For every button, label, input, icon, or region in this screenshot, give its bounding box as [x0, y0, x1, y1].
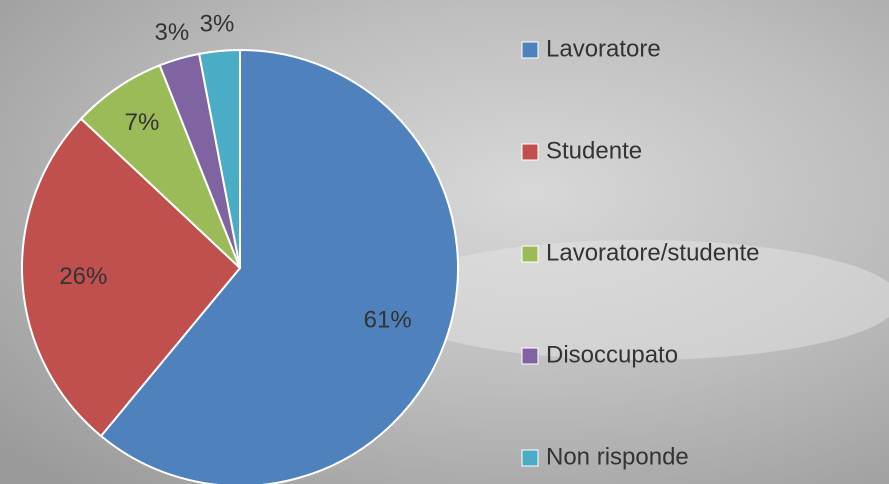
legend-swatch — [521, 449, 539, 467]
data-label: 7% — [125, 109, 160, 136]
legend-label: Non risponde — [546, 443, 689, 470]
legend-label: Lavoratore — [546, 35, 661, 62]
background-shape — [380, 240, 889, 360]
data-label: 61% — [364, 307, 412, 334]
legend-label: Disoccupato — [546, 341, 678, 368]
legend-swatch — [521, 143, 539, 161]
legend-label: Lavoratore/studente — [546, 239, 759, 266]
data-label: 26% — [59, 263, 107, 290]
pie-slice — [99, 48, 459, 484]
legend-swatch — [521, 347, 539, 365]
pie-slice — [21, 117, 242, 438]
data-label: 3% — [200, 10, 235, 37]
legend-swatch — [521, 245, 539, 263]
data-label: 3% — [155, 19, 190, 46]
pie-slice — [197, 48, 241, 269]
legend-swatch — [521, 41, 539, 59]
legend-label: Studente — [546, 137, 642, 164]
